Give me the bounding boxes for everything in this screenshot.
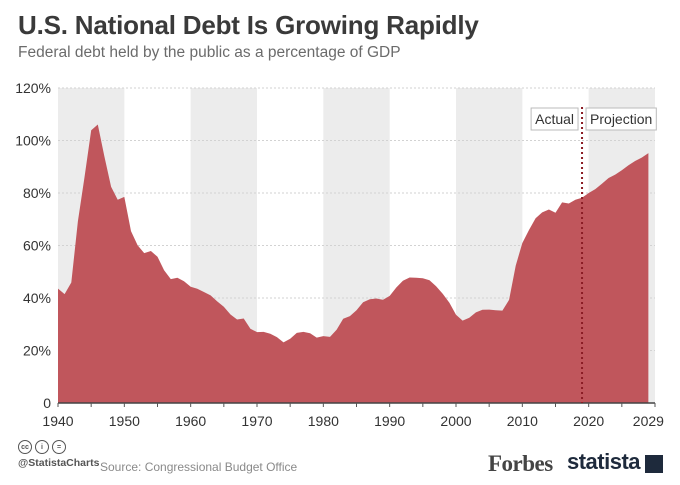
forbes-logo[interactable]: Forbes xyxy=(488,451,553,476)
x-tick-label-2029: 2029 xyxy=(633,413,664,429)
projection-label: Projection xyxy=(590,111,652,127)
y-tick-label-0: 0 xyxy=(43,395,51,411)
y-tick-label-20: 20% xyxy=(23,343,51,359)
statista-handle[interactable]: @StatistaCharts xyxy=(18,457,100,469)
actual-label: Actual xyxy=(535,111,574,127)
y-axis: 0 20% 40% 60% 80% 100% 120% xyxy=(15,80,51,411)
y-tick-label-60: 60% xyxy=(23,238,51,254)
x-tick-label-1990: 1990 xyxy=(374,413,405,429)
x-tick-label-2010: 2010 xyxy=(507,413,538,429)
x-tick-label-1940: 1940 xyxy=(42,413,73,429)
no-derivatives-icon[interactable]: = xyxy=(52,440,66,454)
chart-subtitle: Federal debt held by the public as a per… xyxy=(18,44,401,61)
actual-projection-annotation: Actual Projection xyxy=(530,107,657,403)
cc-icon[interactable]: cc xyxy=(18,440,32,454)
statista-flag-icon xyxy=(645,455,663,473)
x-tick-label-1980: 1980 xyxy=(308,413,339,429)
x-tick-label-1970: 1970 xyxy=(241,413,272,429)
source-note: Source: Congressional Budget Office xyxy=(100,460,298,474)
x-axis: 1940 1950 1960 1970 1980 1990 2000 2010 2020 2029 xyxy=(42,402,664,429)
projection-label-box xyxy=(585,107,657,131)
actual-label-box xyxy=(530,107,579,131)
license-icons: cc i = xyxy=(18,440,99,454)
x-tick-label-1960: 1960 xyxy=(175,413,206,429)
y-tick-label-120: 120% xyxy=(15,80,51,96)
y-tick-label-80: 80% xyxy=(23,185,51,201)
debt-area-chart: 020%40%60%80%100%120% 1940 1950 1960 1970 19… xyxy=(15,80,664,429)
chart-title: U.S. National Debt Is Growing Rapidly xyxy=(18,10,479,40)
statista-logo[interactable]: statista xyxy=(567,449,641,474)
debt-area-series xyxy=(58,124,649,403)
x-tick-label-2020: 2020 xyxy=(573,413,604,429)
x-tick-label-2000: 2000 xyxy=(440,413,471,429)
y-tick-label-100: 100% xyxy=(15,133,51,149)
footer-credits: cc i = @StatistaCharts xyxy=(18,440,99,469)
y-tick-label-40: 40% xyxy=(23,290,51,306)
attribution-icon[interactable]: i xyxy=(35,440,49,454)
x-tick-label-1950: 1950 xyxy=(109,413,140,429)
